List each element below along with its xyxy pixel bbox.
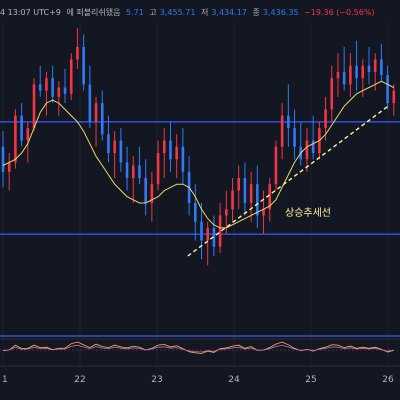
candles	[1, 28, 396, 266]
candle-body-52	[324, 109, 327, 129]
candle-body-47	[293, 128, 296, 147]
candle-body-59	[367, 65, 371, 72]
candle-body-34	[212, 227, 216, 247]
candle-body-21	[131, 165, 135, 178]
candle-body-44	[274, 146, 278, 185]
x-tick-label-21: 1	[2, 375, 8, 385]
candle-body-3	[20, 115, 23, 141]
candle-body-63	[392, 90, 396, 104]
candle-body-16	[100, 103, 104, 135]
horizontal-levels[interactable]	[0, 121, 400, 235]
low-value: 3,434.17	[211, 8, 247, 17]
candle-body-57	[355, 65, 358, 79]
candle-body-53	[330, 78, 334, 110]
candle-body-7	[45, 78, 48, 91]
oscillator-line-slow	[2, 344, 394, 353]
candle-body-23	[144, 178, 147, 203]
candle-body-35	[218, 215, 222, 247]
candle-body-4	[26, 128, 30, 141]
candle-body-20	[125, 162, 129, 178]
candle-body-6	[38, 84, 42, 91]
candle-body-42	[262, 209, 265, 216]
candle-body-38	[237, 178, 241, 191]
candle-body-17	[107, 134, 110, 154]
candle-body-24	[150, 184, 154, 203]
candle-body-13	[82, 46, 85, 85]
candle-body-9	[57, 87, 61, 97]
candle-body-33	[206, 227, 210, 241]
candle-body-37	[231, 190, 234, 210]
high-value: 3,455.71	[159, 8, 196, 17]
candle-body-12	[76, 46, 79, 60]
candle-body-36	[225, 209, 228, 216]
candle-body-50	[311, 140, 315, 154]
candle-body-10	[63, 87, 67, 94]
change-value: −19.36 (−0.56%)	[304, 8, 375, 17]
candle-body-8	[51, 78, 54, 97]
candle-body-2	[14, 115, 17, 163]
moving-average-line	[2, 80, 395, 229]
x-tick-label-26: 26	[382, 375, 394, 385]
trendline-label: 상승추세선	[285, 207, 331, 219]
candle-body-19	[119, 140, 123, 163]
candle-body-54	[336, 71, 340, 79]
candle-body-29	[181, 146, 185, 172]
candle-body-28	[175, 146, 178, 160]
candle-body-46	[287, 115, 290, 129]
candle-body-14	[88, 84, 92, 122]
candle-body-62	[386, 75, 389, 104]
candle-body-41	[256, 184, 259, 216]
x-tick-label-24: 24	[228, 375, 240, 385]
candle-body-18	[113, 140, 116, 154]
candle-body-56	[349, 65, 352, 85]
x-axis: 1 22 23 24 25 26	[2, 375, 394, 385]
datetime-text: 4 13:07 UTC+9	[0, 8, 61, 17]
publish-notice: 에 퍼블리쉬됐음	[66, 8, 121, 17]
candle-body-61	[380, 59, 383, 76]
candle-body-58	[361, 65, 365, 79]
close-value: 3,436.35	[262, 8, 299, 17]
candle-body-22	[138, 165, 141, 178]
candle-body-31	[193, 202, 197, 222]
candle-body-55	[342, 71, 346, 85]
oscillator-line-fast	[2, 341, 394, 354]
candle-body-27	[169, 140, 172, 160]
candle-body-39	[243, 178, 247, 203]
x-tick-label-22: 22	[74, 375, 85, 385]
close-label: 종	[252, 8, 260, 17]
low-label: 저	[200, 8, 209, 17]
candle-body-15	[94, 103, 98, 122]
candle-body-45	[280, 115, 284, 147]
candle-body-0	[1, 146, 5, 172]
candle-body-11	[69, 59, 73, 94]
candle-body-25	[156, 153, 160, 185]
x-tick-label-25: 25	[305, 375, 316, 385]
x-tick-label-23: 23	[151, 375, 162, 385]
candle-body-49	[305, 140, 309, 160]
open-value: 5.71	[126, 8, 144, 17]
oscillator-panel	[0, 335, 400, 367]
candle-body-26	[162, 140, 166, 154]
high-label: 고	[149, 8, 157, 17]
candle-body-1	[7, 162, 11, 172]
candle-body-32	[200, 221, 203, 241]
candle-body-40	[249, 184, 253, 203]
candle-body-60	[373, 59, 377, 72]
candle-body-5	[32, 84, 36, 129]
candle-body-43	[268, 184, 272, 210]
